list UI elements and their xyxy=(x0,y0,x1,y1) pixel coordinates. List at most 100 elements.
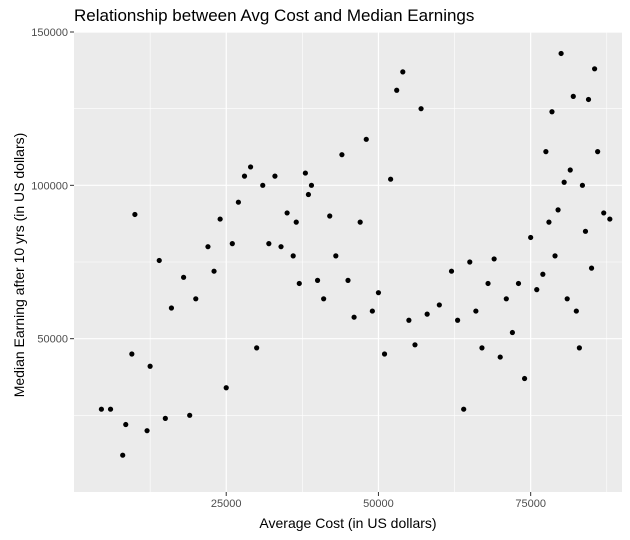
data-point xyxy=(455,317,461,323)
x-tick-label: 25000 xyxy=(211,498,242,510)
data-point xyxy=(123,421,129,428)
data-point xyxy=(418,106,424,112)
x-axis-ticks: 25000 50000 75000 xyxy=(211,492,546,510)
data-point xyxy=(485,280,491,287)
data-point xyxy=(461,406,467,412)
data-point xyxy=(223,385,229,391)
y-tick-label: 50000 xyxy=(37,334,68,346)
y-tick-label: 100000 xyxy=(31,180,68,192)
data-point xyxy=(388,176,394,182)
data-point xyxy=(375,290,382,296)
data-point xyxy=(305,191,312,198)
data-point xyxy=(369,308,375,314)
data-point xyxy=(558,50,564,57)
data-point xyxy=(406,317,412,323)
data-point xyxy=(448,268,455,274)
data-point xyxy=(588,265,595,271)
data-point xyxy=(567,167,573,173)
data-point xyxy=(543,149,549,155)
data-point xyxy=(241,173,248,179)
data-point xyxy=(579,182,586,188)
data-point xyxy=(98,406,104,412)
data-point xyxy=(211,268,217,274)
data-point xyxy=(473,308,479,314)
x-tick-label: 75000 xyxy=(515,498,546,510)
data-point xyxy=(120,452,126,458)
data-point xyxy=(290,253,296,259)
data-point xyxy=(345,277,351,283)
data-point xyxy=(564,296,570,302)
data-point xyxy=(573,308,579,314)
data-point xyxy=(187,412,193,418)
data-point xyxy=(351,314,357,320)
chart-title: Relationship between Avg Cost and Median… xyxy=(74,6,475,25)
data-point xyxy=(521,375,528,382)
data-point xyxy=(585,96,592,103)
data-point xyxy=(339,152,345,158)
data-point xyxy=(147,363,153,369)
data-point xyxy=(363,136,369,142)
data-point xyxy=(595,149,601,155)
data-point xyxy=(266,241,272,247)
data-point xyxy=(509,329,515,336)
data-point xyxy=(549,109,555,115)
data-point xyxy=(314,277,321,283)
data-point xyxy=(129,351,135,357)
x-axis-title: Average Cost (in US dollars) xyxy=(259,515,437,531)
minor-gridlines xyxy=(74,32,622,492)
data-point xyxy=(132,211,138,218)
data-point xyxy=(528,234,534,241)
data-point xyxy=(254,345,260,351)
data-point xyxy=(144,428,150,434)
data-point xyxy=(400,69,406,75)
data-point xyxy=(107,406,114,412)
data-point xyxy=(412,342,418,348)
data-point xyxy=(436,302,442,308)
data-point xyxy=(293,219,299,225)
data-point xyxy=(592,66,598,72)
data-point xyxy=(272,173,278,179)
data-point xyxy=(570,93,576,99)
data-point xyxy=(308,182,315,188)
data-point xyxy=(515,280,522,287)
data-point xyxy=(333,253,339,259)
data-point xyxy=(229,241,235,247)
data-point xyxy=(534,287,540,293)
data-point xyxy=(205,244,211,250)
data-point xyxy=(247,164,254,170)
data-point xyxy=(607,216,613,222)
data-point xyxy=(546,219,552,225)
data-point xyxy=(193,296,199,302)
data-point xyxy=(284,210,290,216)
data-point xyxy=(381,351,388,357)
data-points xyxy=(98,50,613,458)
data-point xyxy=(357,219,363,225)
data-point xyxy=(467,259,473,265)
data-point xyxy=(576,345,582,351)
data-point xyxy=(552,253,558,259)
data-point xyxy=(162,415,168,421)
x-tick-label: 50000 xyxy=(363,498,394,510)
data-point xyxy=(156,257,162,264)
data-point xyxy=(278,244,284,250)
y-tick-label: 150000 xyxy=(31,27,68,39)
data-point xyxy=(561,179,567,185)
data-point xyxy=(601,210,607,216)
data-point xyxy=(296,280,302,287)
data-point xyxy=(479,345,485,351)
data-point xyxy=(260,182,266,188)
data-point xyxy=(302,170,308,176)
data-point xyxy=(394,87,400,93)
data-point xyxy=(424,311,430,317)
data-point xyxy=(321,296,327,302)
data-point xyxy=(181,274,187,280)
data-point xyxy=(235,199,241,205)
data-point xyxy=(217,216,223,222)
y-axis-title: Median Earning after 10 yrs (in US dolla… xyxy=(11,132,27,398)
data-point xyxy=(582,228,589,234)
data-point xyxy=(497,354,503,360)
data-point xyxy=(503,296,509,302)
y-axis-ticks: 50000 100000 150000 xyxy=(31,27,74,346)
major-gridlines xyxy=(74,31,622,492)
